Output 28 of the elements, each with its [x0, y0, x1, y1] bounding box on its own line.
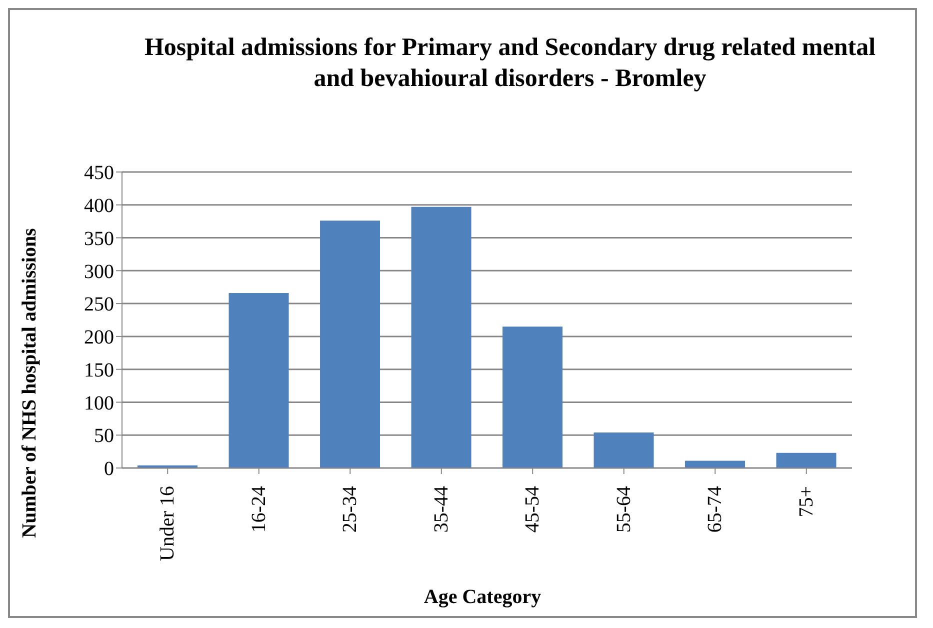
bar: [411, 206, 472, 468]
y-tick-label: 0: [104, 458, 114, 480]
y-tick-label: 100: [84, 392, 114, 414]
x-tick-label: 45-54: [522, 486, 544, 533]
x-tick-label: Under 16: [156, 486, 179, 561]
bar: [228, 293, 289, 468]
bar: [776, 452, 836, 468]
x-tick-label: 55-64: [612, 486, 635, 533]
y-tick-label: 450: [84, 162, 114, 184]
y-axis-title: Number of NHS hospital admissions: [18, 228, 42, 538]
y-tick-label: 350: [84, 228, 114, 250]
y-tick-label: 50: [94, 425, 114, 448]
bar: [685, 460, 746, 468]
x-tick-label: 25-34: [339, 486, 362, 533]
y-tick-label: 400: [84, 194, 114, 217]
x-tick-label: 16-24: [248, 486, 270, 533]
chart-title: Hospital admissions for Primary and Secondary drug related mental and bevahioural disorders - Bromley: [143, 33, 877, 94]
bar: [320, 220, 380, 468]
bar: [502, 326, 563, 468]
y-tick-label: 200: [84, 326, 114, 349]
x-tick-label: 75+: [795, 486, 818, 518]
bar: [594, 432, 654, 468]
x-tick-label: 35-44: [430, 486, 452, 533]
y-tick-label: 250: [84, 294, 114, 316]
y-tick-label: 300: [84, 260, 114, 283]
y-tick-label: 150: [84, 359, 114, 382]
x-axis-title: Age Category: [422, 586, 542, 609]
x-tick-label: 65-74: [704, 486, 726, 533]
